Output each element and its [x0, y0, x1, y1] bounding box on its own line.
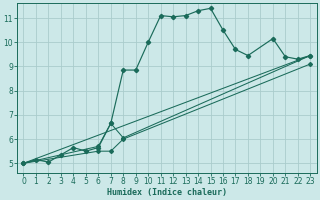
- X-axis label: Humidex (Indice chaleur): Humidex (Indice chaleur): [107, 188, 227, 197]
